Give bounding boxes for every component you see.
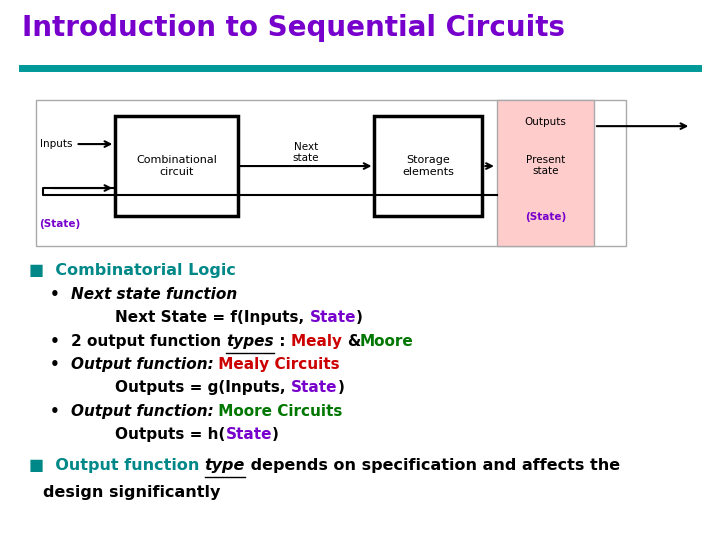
Text: Outputs: Outputs bbox=[524, 117, 567, 127]
Text: Next state function: Next state function bbox=[71, 287, 237, 302]
Text: Introduction to Sequential Circuits: Introduction to Sequential Circuits bbox=[22, 14, 564, 42]
Text: (State): (State) bbox=[40, 219, 81, 229]
Text: Mealy Circuits: Mealy Circuits bbox=[213, 357, 340, 372]
Text: design significantly: design significantly bbox=[43, 485, 220, 500]
Text: Storage
elements: Storage elements bbox=[402, 156, 454, 177]
Text: State: State bbox=[291, 380, 338, 395]
Text: 2 output function: 2 output function bbox=[71, 334, 226, 349]
Text: Next
state: Next state bbox=[293, 141, 319, 163]
Text: ■  Output function: ■ Output function bbox=[29, 458, 204, 473]
Bar bbox=[497, 100, 594, 246]
Text: •: • bbox=[50, 287, 71, 302]
Text: Moore: Moore bbox=[360, 334, 414, 349]
Text: •: • bbox=[50, 334, 71, 349]
Text: Mealy: Mealy bbox=[291, 334, 347, 349]
Text: ■  Combinatorial Logic: ■ Combinatorial Logic bbox=[29, 262, 235, 278]
Text: Next State = f(Inputs,: Next State = f(Inputs, bbox=[115, 310, 310, 325]
Text: ): ) bbox=[338, 380, 344, 395]
Bar bbox=[374, 116, 482, 216]
Text: Present
state: Present state bbox=[526, 154, 565, 176]
Text: (State): (State) bbox=[525, 212, 566, 221]
Text: •: • bbox=[50, 357, 71, 372]
Text: &: & bbox=[347, 334, 360, 349]
Text: Outputs = h(: Outputs = h( bbox=[115, 427, 225, 442]
Bar bbox=[115, 116, 238, 216]
Bar bbox=[36, 100, 626, 246]
Text: :: : bbox=[274, 334, 291, 349]
Text: Moore Circuits: Moore Circuits bbox=[213, 404, 343, 419]
Text: ): ) bbox=[356, 310, 363, 325]
Text: Output function:: Output function: bbox=[71, 404, 213, 419]
Text: State: State bbox=[225, 427, 272, 442]
Text: State: State bbox=[310, 310, 356, 325]
Text: types: types bbox=[226, 334, 274, 349]
Text: Combinational
circuit: Combinational circuit bbox=[136, 156, 217, 177]
Text: Inputs: Inputs bbox=[40, 139, 72, 149]
Text: ): ) bbox=[272, 427, 279, 442]
Text: Outputs = g(Inputs,: Outputs = g(Inputs, bbox=[115, 380, 291, 395]
Text: Output function:: Output function: bbox=[71, 357, 213, 372]
Text: depends on specification and affects the: depends on specification and affects the bbox=[246, 458, 621, 473]
Text: type: type bbox=[204, 458, 246, 473]
Text: •: • bbox=[50, 404, 71, 419]
